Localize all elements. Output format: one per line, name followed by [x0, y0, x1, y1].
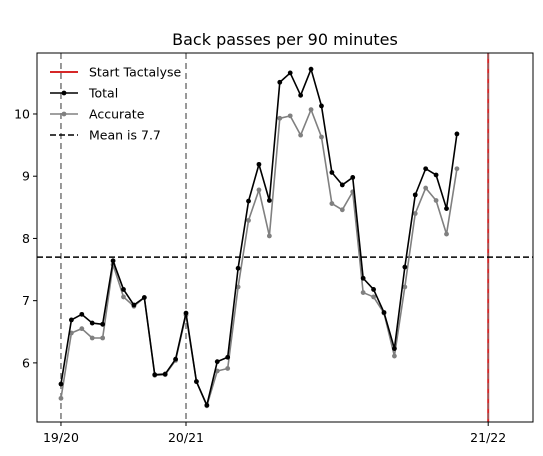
point-total-36	[433, 172, 439, 178]
point-accurate-34	[412, 211, 418, 216]
point-total-20	[266, 198, 272, 203]
y-tick-label-7: 7	[22, 293, 30, 308]
point-total-11	[173, 356, 178, 362]
legend-label-accurate: Accurate	[89, 107, 145, 122]
y-tick-label-10: 10	[14, 106, 30, 121]
point-total-29	[360, 275, 366, 281]
point-accurate-30	[371, 294, 376, 300]
point-accurate-25	[319, 134, 324, 140]
point-accurate-24	[308, 107, 314, 113]
point-total-4	[100, 321, 106, 327]
point-total-22	[287, 70, 293, 76]
point-total-23	[298, 92, 304, 98]
point-accurate-3	[89, 335, 95, 341]
point-total-7	[131, 302, 137, 308]
chart-title: Back passes per 90 minutes	[172, 30, 398, 49]
point-total-28	[350, 175, 356, 180]
plot-area	[37, 53, 533, 422]
point-total-3	[89, 320, 95, 326]
point-total-2	[79, 311, 85, 317]
point-total-25	[319, 103, 324, 109]
plot-frame	[36, 52, 534, 423]
point-total-19	[256, 161, 262, 167]
legend-label-mean: Mean is 7.7	[89, 128, 161, 143]
point-accurate-2	[79, 326, 85, 332]
point-accurate-38	[454, 166, 460, 172]
point-total-18	[246, 198, 251, 204]
point-accurate-36	[433, 198, 439, 203]
point-total-37	[444, 206, 449, 211]
point-total-12	[183, 310, 189, 316]
point-accurate-22	[287, 113, 293, 119]
point-total-1	[68, 317, 74, 323]
x-tick-label-21-22: 21/22	[470, 430, 506, 445]
point-accurate-17	[235, 284, 241, 290]
x-tick-label-19-20: 19/20	[43, 430, 79, 445]
point-total-17	[235, 265, 241, 271]
point-total-30	[371, 287, 376, 292]
point-total-9	[152, 372, 158, 378]
point-accurate-0	[58, 395, 64, 401]
x-tick-label-20-21: 20/21	[168, 430, 204, 445]
point-accurate-4	[100, 335, 106, 341]
point-accurate-18	[246, 217, 251, 223]
point-total-15	[214, 359, 220, 365]
point-total-27	[339, 182, 345, 188]
y-tick-label-9: 9	[22, 169, 30, 184]
legend-label-start-tactalyse: Start Tactalyse	[89, 65, 182, 80]
point-accurate-32	[392, 353, 397, 359]
point-total-35	[423, 166, 429, 172]
legend-label-total: Total	[88, 86, 118, 101]
point-total-6	[121, 287, 126, 292]
point-accurate-33	[402, 284, 408, 290]
point-accurate-26	[329, 201, 335, 206]
point-total-38	[454, 131, 460, 137]
point-total-16	[225, 354, 231, 360]
point-accurate-19	[256, 187, 262, 193]
point-accurate-21	[277, 115, 283, 121]
point-total-34	[412, 192, 418, 198]
point-accurate-27	[339, 207, 345, 213]
point-total-26	[329, 170, 335, 175]
point-accurate-23	[298, 132, 304, 138]
point-accurate-35	[423, 185, 429, 191]
y-tick-label-6: 6	[22, 355, 30, 370]
legend-marker-accurate	[61, 111, 67, 117]
point-total-5	[110, 258, 116, 264]
point-total-8	[141, 295, 147, 300]
point-accurate-37	[444, 231, 449, 237]
point-total-33	[402, 264, 408, 270]
point-total-21	[277, 79, 283, 85]
point-total-32	[392, 346, 397, 351]
point-accurate-20	[266, 233, 272, 239]
legend-marker-total	[61, 90, 67, 96]
axes: 6 7 8 9 10 19/20 20/21 21/22	[14, 106, 506, 445]
point-total-31	[381, 310, 387, 315]
point-total-0	[58, 381, 64, 387]
point-total-14	[204, 402, 210, 408]
point-accurate-16	[225, 366, 231, 371]
legend: Start Tactalyse Total Accurate Mean is 7.7	[50, 65, 182, 143]
point-total-24	[308, 66, 314, 72]
y-tick-label-8: 8	[22, 231, 30, 246]
point-accurate-6	[121, 294, 126, 300]
point-total-10	[162, 371, 168, 377]
point-total-13	[194, 379, 199, 384]
point-accurate-29	[360, 290, 366, 295]
